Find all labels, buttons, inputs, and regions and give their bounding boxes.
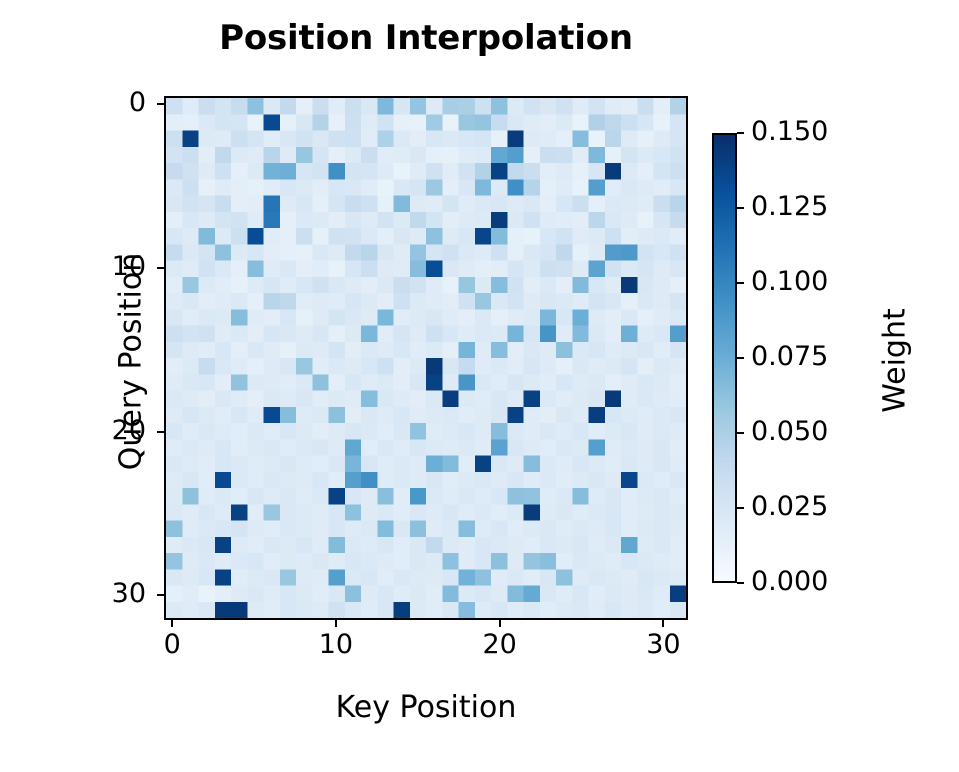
colorbar-tick-mark [737,507,744,509]
colorbar-tick-mark [737,132,744,134]
x-tick-label: 10 [318,629,354,660]
x-tick-mark [662,620,665,627]
y-tick-mark [157,266,164,269]
colorbar-label: Weight [877,308,913,413]
y-tick-label: 20 [111,414,146,446]
x-tick-mark [171,620,174,627]
chart-title: Position Interpolation [219,18,633,58]
x-tick-label: 30 [646,629,681,660]
y-tick-mark [157,594,164,597]
heatmap-axes [164,96,688,620]
colorbar-tick-mark [737,207,744,209]
colorbar-tick-label: 0.150 [751,116,829,147]
colorbar-tick-label: 0.025 [751,491,829,522]
colorbar-tick-mark [737,432,744,434]
y-axis-label: Query Position [113,252,149,471]
colorbar [712,133,737,583]
colorbar-tick-mark [737,357,744,359]
y-tick-label: 30 [111,578,146,610]
y-tick-mark [157,430,164,433]
colorbar-tick-mark [737,282,744,284]
colorbar-tick-label: 0.000 [751,566,829,597]
y-tick-label: 10 [111,250,146,282]
heatmap-image [166,98,686,618]
y-tick-label: 0 [128,87,146,119]
colorbar-tick-label: 0.075 [751,341,829,372]
x-tick-label: 0 [163,629,181,660]
x-tick-label: 20 [482,629,517,660]
colorbar-tick-label: 0.100 [751,266,829,297]
colorbar-tick-mark [737,582,744,584]
colorbar-tick-label: 0.125 [751,191,829,222]
x-axis-label: Key Position [335,690,517,725]
colorbar-tick-label: 0.050 [751,416,829,447]
x-tick-mark [334,620,337,627]
y-tick-mark [157,103,164,106]
x-tick-mark [498,620,501,627]
colorbar-gradient [714,135,735,581]
